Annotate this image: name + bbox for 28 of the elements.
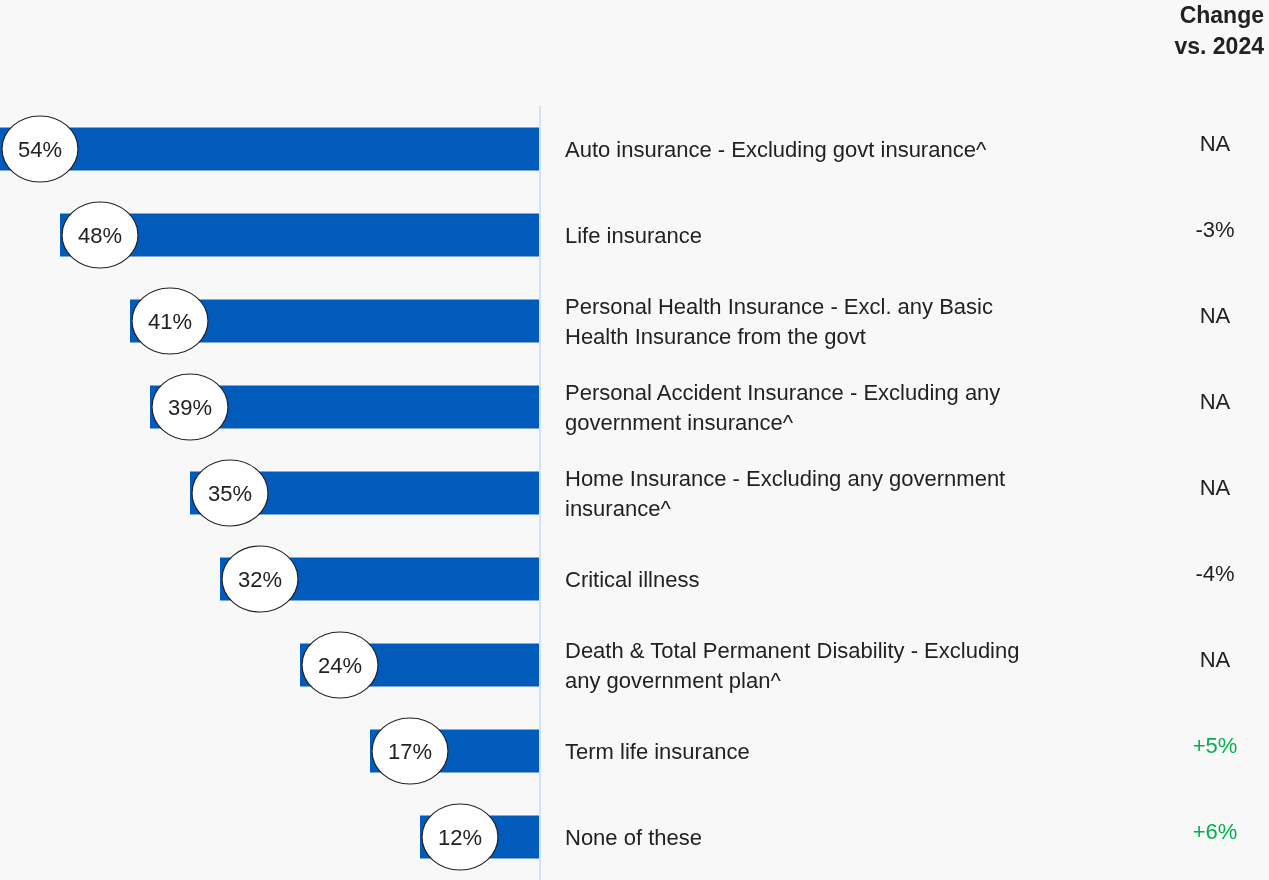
y-tick-label: Home Insurance - Excluding any government insurance^	[565, 465, 1006, 521]
text: NA	[1199, 474, 1231, 500]
y-tick-label: None of these	[565, 824, 702, 850]
data-label: 24%	[317, 652, 363, 678]
y-tick-label: Auto insurance - Excluding govt insurance^	[565, 136, 987, 162]
text: NA	[1199, 646, 1231, 672]
data-label: 48%	[77, 222, 123, 248]
y-tick-label: Death & Total Permanent Disability - Excluding any government plan^	[565, 637, 1020, 693]
data-label: 35%	[207, 480, 253, 506]
text: +5%	[1192, 732, 1238, 758]
text: +6%	[1192, 818, 1238, 844]
data-label: 17%	[387, 738, 433, 764]
text: -4%	[1195, 560, 1235, 586]
data-label: 39%	[167, 394, 213, 420]
y-tick-label: Personal Accident Insurance - Excluding any government insurance^	[565, 379, 1001, 435]
text: Change vs. 2024	[1174, 2, 1265, 59]
data-label: 41%	[147, 308, 193, 334]
text: -3%	[1195, 216, 1235, 242]
y-tick-label: Term life insurance	[565, 738, 750, 764]
y-tick-label: Personal Health Insurance - Excl. any Basic Health Insurance from the govt	[565, 293, 993, 349]
y-tick-label: Life insurance	[565, 222, 702, 248]
text: NA	[1199, 130, 1231, 156]
data-label: 32%	[237, 566, 283, 592]
text: NA	[1199, 302, 1231, 328]
data-label: 54%	[17, 136, 63, 162]
data-label: 12%	[437, 824, 483, 850]
text: NA	[1199, 388, 1231, 414]
y-tick-label: Critical illness	[565, 566, 700, 592]
